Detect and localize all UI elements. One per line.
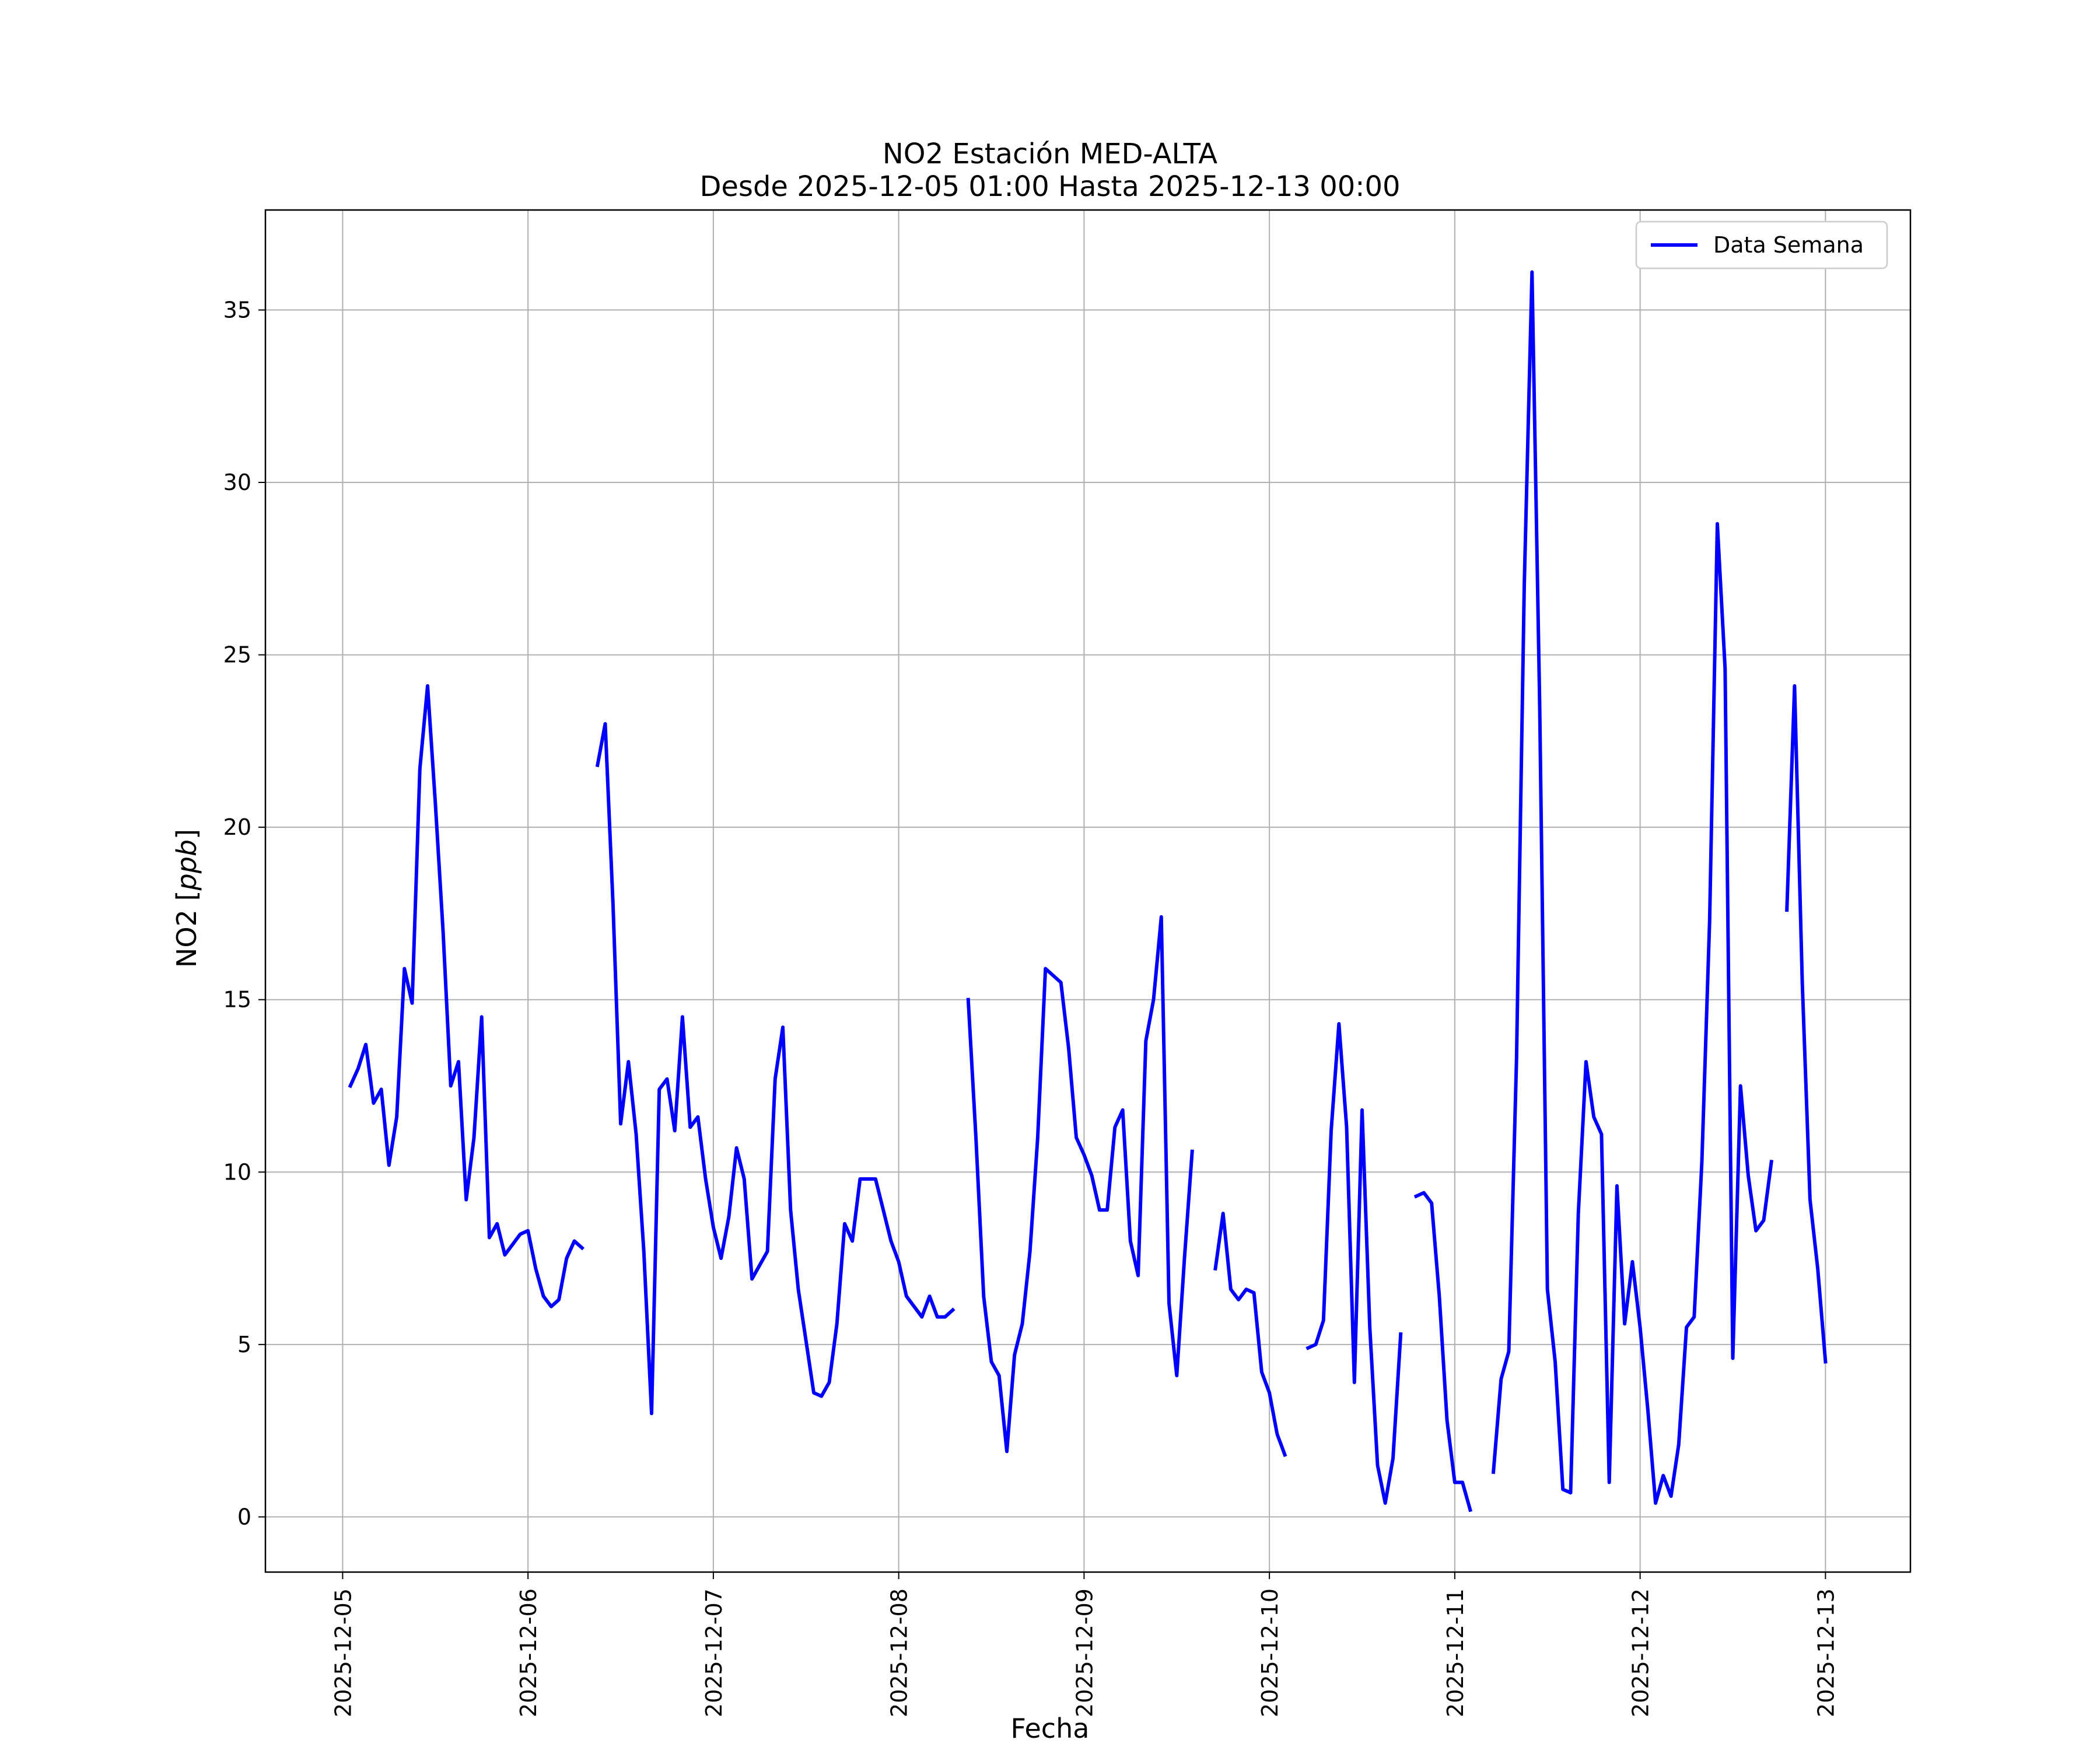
y-tick-label: 5: [237, 1332, 251, 1357]
series-line-segment: [1491, 270, 1774, 1505]
x-tick-label: 2025-12-08: [887, 1588, 912, 1717]
series-line-segment: [966, 915, 1194, 1454]
legend-box: [1635, 220, 1888, 270]
y-tick-label: 0: [237, 1504, 251, 1530]
x-tick-label: 2025-12-06: [516, 1588, 541, 1717]
series-line-segment: [1785, 684, 1828, 1364]
legend-label: Data Semana: [1713, 232, 1864, 258]
x-axis-label: Fecha: [1010, 1713, 1090, 1744]
x-tick-label: 2025-12-11: [1443, 1588, 1468, 1717]
axes-frame: [264, 209, 1912, 1573]
chart-title: NO2 Estación MED-ALTA: [882, 138, 1218, 170]
y-tick-label: 25: [223, 642, 251, 668]
y-tick-label: 15: [223, 987, 251, 1013]
series-line-segment: [1213, 1212, 1287, 1457]
series-line-segment: [595, 722, 956, 1416]
x-tick-label: 2025-12-09: [1072, 1588, 1097, 1717]
series-line-segment: [1413, 1191, 1473, 1513]
x-tick-label: 2025-12-13: [1813, 1588, 1839, 1717]
x-tick-label: 2025-12-07: [701, 1588, 727, 1717]
y-tick-label: 10: [223, 1159, 251, 1185]
series-layer: [348, 270, 1828, 1513]
x-tick-label: 2025-12-12: [1628, 1588, 1654, 1717]
x-tick-label: 2025-12-10: [1257, 1588, 1283, 1717]
x-tick-label: 2025-12-05: [330, 1588, 356, 1717]
y-tick-label: 20: [223, 814, 251, 840]
y-tick-label: 35: [223, 297, 251, 323]
series-line-segment: [1306, 1022, 1403, 1505]
ticks-layer: 2025-12-05 2025-12-06 2025-12-07 2025-12-08…: [223, 297, 1839, 1717]
grid-layer: [265, 210, 1910, 1572]
chart-subtitle: Desde 2025-12-05 01:00 Hasta 2025-12-13 …: [699, 170, 1401, 203]
series-line-segment: [348, 684, 585, 1308]
legend: Data Semana: [1635, 220, 1888, 270]
y-tick-label: 30: [223, 470, 251, 495]
y-axis-label: NO2 [ppb]: [171, 828, 202, 968]
